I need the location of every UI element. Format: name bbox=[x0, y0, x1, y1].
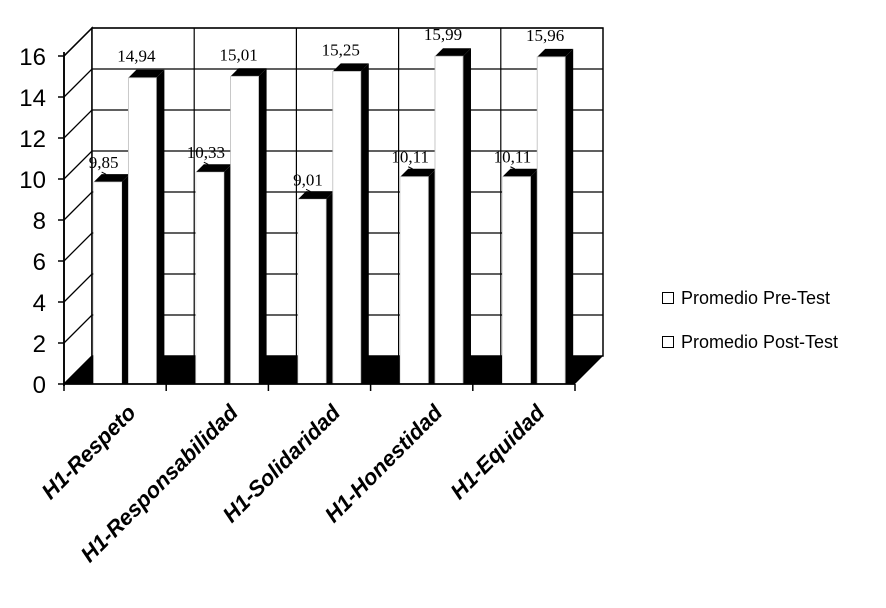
bar-front bbox=[127, 77, 157, 385]
bar-front bbox=[93, 181, 123, 385]
data-label-leader bbox=[510, 166, 515, 175]
data-label-leader bbox=[408, 166, 413, 175]
legend-label-post-test: Promedio Post-Test bbox=[681, 331, 839, 352]
y-tick-label: 16 bbox=[19, 44, 46, 71]
legend: Promedio Pre-Test Promedio Post-Test bbox=[662, 286, 838, 374]
bar-top bbox=[434, 48, 471, 57]
bar-post-test: 15,96 bbox=[526, 26, 574, 385]
y-tick-label: 8 bbox=[33, 208, 46, 235]
bar-front bbox=[230, 75, 259, 385]
data-label-pre-test: 10,11 bbox=[391, 148, 429, 167]
bar-pre-test: 10,11 bbox=[391, 148, 437, 385]
bars: 9,85 14,94 10,33 15,01 9,01 15,25 10,11 15,99 10… bbox=[89, 25, 574, 385]
legend-item-post-test: Promedio Post-Test bbox=[662, 330, 838, 354]
gridline bbox=[63, 68, 603, 98]
data-label-post-test: 14,94 bbox=[117, 47, 156, 66]
bar-top bbox=[195, 164, 232, 173]
gridline bbox=[63, 109, 603, 139]
bar-pre-test: 9,01 bbox=[293, 170, 335, 385]
bar-side bbox=[428, 168, 437, 384]
data-label-leader bbox=[305, 188, 311, 198]
bar-side bbox=[565, 48, 574, 384]
bar-top bbox=[400, 168, 437, 177]
bar-top bbox=[332, 63, 369, 72]
bar-front bbox=[195, 171, 225, 385]
y-tick-label: 14 bbox=[19, 85, 46, 112]
bar-front bbox=[502, 176, 531, 385]
y-tick-label: 0 bbox=[33, 372, 46, 399]
data-label-post-test: 15,99 bbox=[424, 25, 462, 44]
bar-front bbox=[399, 176, 429, 385]
bar-top bbox=[230, 68, 267, 77]
bar-side bbox=[258, 68, 267, 385]
gridline bbox=[63, 150, 603, 180]
legend-label-pre-test: Promedio Pre-Test bbox=[681, 287, 831, 308]
data-label-leader bbox=[203, 161, 209, 171]
bar-side bbox=[121, 174, 130, 384]
bar-post-test: 15,01 bbox=[219, 45, 267, 385]
bar-side bbox=[530, 168, 539, 384]
data-label-post-test: 15,25 bbox=[322, 40, 360, 59]
bar-top bbox=[502, 168, 539, 177]
bar-pre-test: 10,11 bbox=[494, 148, 539, 385]
bar-front bbox=[434, 55, 464, 385]
legend-item-pre-test: Promedio Pre-Test bbox=[662, 286, 838, 310]
y-tick-label: 4 bbox=[33, 290, 46, 317]
bar-side bbox=[156, 69, 165, 384]
data-label-pre-test: 9,01 bbox=[293, 170, 323, 189]
bar-side bbox=[326, 191, 335, 384]
bar-front bbox=[297, 198, 327, 385]
bar-top bbox=[128, 69, 165, 78]
bar-top bbox=[93, 174, 130, 183]
legend-swatch-post-test bbox=[662, 336, 674, 348]
data-label-post-test: 15,96 bbox=[526, 26, 564, 45]
bar-side bbox=[223, 164, 232, 384]
data-label-pre-test: 10,33 bbox=[187, 143, 225, 162]
data-label-post-test: 15,01 bbox=[219, 45, 257, 64]
y-tick-label: 12 bbox=[19, 126, 46, 153]
bar-pre-test: 9,85 bbox=[89, 153, 130, 385]
y-tick-label: 2 bbox=[33, 331, 46, 358]
y-tick-label: 10 bbox=[19, 167, 46, 194]
bar-post-test: 15,25 bbox=[322, 40, 369, 385]
data-label-leader bbox=[101, 171, 107, 181]
x-tick-label: H1-Equidad bbox=[445, 399, 550, 504]
data-label-pre-test: 9,85 bbox=[89, 153, 119, 172]
bar-front bbox=[536, 56, 566, 385]
gridline bbox=[63, 27, 603, 57]
bar-post-test: 15,99 bbox=[424, 25, 471, 385]
bar-top bbox=[537, 48, 574, 57]
bar-front bbox=[332, 70, 362, 385]
bar-side bbox=[360, 63, 369, 384]
data-label-pre-test: 10,11 bbox=[494, 148, 532, 167]
bar-post-test: 14,94 bbox=[117, 47, 165, 385]
legend-swatch-pre-test bbox=[662, 292, 674, 304]
x-tick-label: H1-Respeto bbox=[37, 400, 141, 504]
bar-pre-test: 10,33 bbox=[187, 143, 232, 385]
bar-top bbox=[298, 191, 335, 200]
y-tick-label: 6 bbox=[33, 249, 46, 276]
bar-side bbox=[462, 48, 471, 384]
